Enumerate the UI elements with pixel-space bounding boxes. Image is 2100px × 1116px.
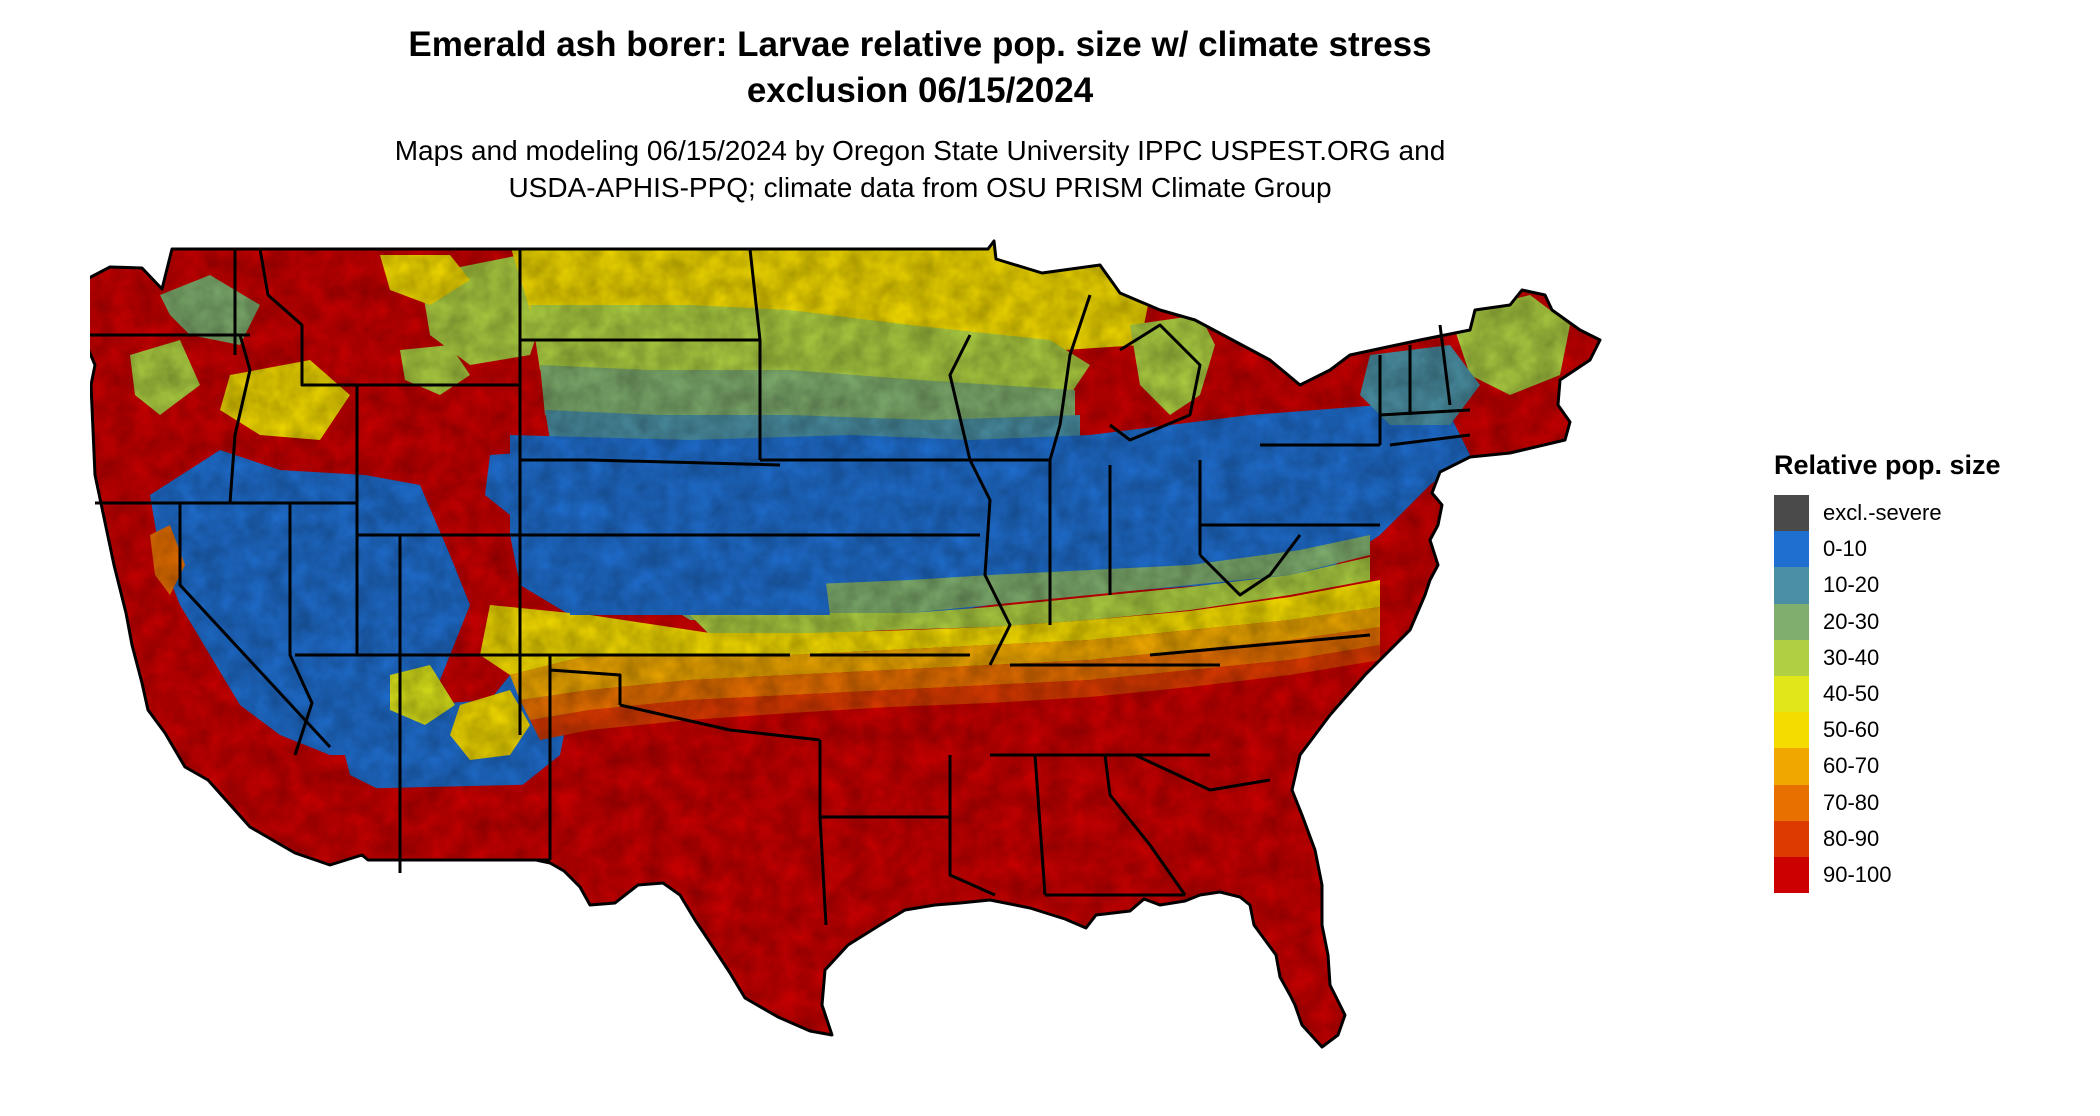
- border-va-nc: [1149, 633, 1371, 657]
- legend-swatch: [1774, 748, 1809, 785]
- suitability-raster: [90, 241, 1600, 1047]
- border-ga-east: [1103, 754, 1187, 896]
- legend-label: 70-80: [1823, 789, 1880, 815]
- legend-title: Relative pop. size: [1774, 450, 2001, 480]
- legend-swatch: [1774, 712, 1809, 749]
- legend-item: 70-80: [1774, 784, 2074, 821]
- border-ct-ri: [1389, 433, 1471, 447]
- border-ma-south: [1379, 408, 1471, 417]
- map-title-line-1: Emerald ash borer: Larvae relative pop. …: [408, 25, 1432, 64]
- legend-item: 80-90: [1774, 820, 2074, 857]
- legend-swatch: [1774, 820, 1809, 857]
- title-block: Emerald ash borer: Larvae relative pop. …: [300, 22, 1540, 206]
- legend-swatch: [1774, 567, 1809, 604]
- legend-label: 50-60: [1823, 717, 1880, 743]
- border-sd-ne: [520, 458, 781, 467]
- border-id-west: [228, 334, 252, 504]
- border-al-ga: [1033, 754, 1047, 896]
- border-ok-panhandle: [549, 668, 622, 705]
- border-ok-tx: [619, 703, 821, 742]
- legend-items: excl.-severe 0-10 10-20 20-30 30-40 40-50 50-6…: [1774, 495, 2074, 894]
- legend-item: 20-30: [1774, 603, 2074, 640]
- legend-label: 30-40: [1823, 644, 1880, 670]
- legend-item: 0-10: [1774, 531, 2074, 568]
- legend-swatch: [1774, 856, 1809, 894]
- legend: Relative pop. size excl.-severe 0-10 10-20…: [1774, 450, 2074, 894]
- border-ms-la: [948, 755, 996, 897]
- map-subtitle-line-1: Maps and modeling 06/15/2024 by Oregon S…: [394, 135, 1446, 166]
- border-mo-east: [968, 459, 1012, 666]
- legend-label: excl.-severe: [1823, 500, 1942, 526]
- legend-label: 20-30: [1823, 608, 1880, 634]
- border-mn-wi: [948, 334, 972, 461]
- border-wv-va: [1198, 534, 1302, 597]
- map-title: Emerald ash borer: Larvae relative pop. …: [300, 22, 1540, 114]
- legend-label: 40-50: [1823, 681, 1880, 707]
- border-id-mt: [258, 248, 357, 387]
- legend-swatch: [1774, 531, 1809, 568]
- legend-item: 40-50: [1774, 675, 2074, 713]
- texture-overlay: [90, 241, 1600, 1047]
- legend-swatch: [1774, 675, 1809, 713]
- legend-item: 90-100: [1774, 856, 2074, 894]
- map-title-line-2: exclusion 06/15/2024: [746, 71, 1094, 110]
- legend-swatch: [1774, 495, 1809, 532]
- state-borders: [90, 239, 1602, 1049]
- legend-item: 60-70: [1774, 748, 2074, 785]
- border-nd-mn: [748, 248, 762, 460]
- legend-item: excl.-severe: [1774, 495, 2074, 532]
- legend-item: 10-20: [1774, 567, 2074, 604]
- legend-label: 90-100: [1823, 861, 1892, 887]
- legend-label: 10-20: [1823, 572, 1880, 598]
- map-subtitle: Maps and modeling 06/15/2024 by Oregon S…: [300, 132, 1540, 206]
- border-nv-ut-az: [288, 503, 314, 756]
- border-lake-michigan-west: [1048, 294, 1092, 461]
- legend-item: 50-60: [1774, 712, 2074, 749]
- legend-swatch: [1774, 784, 1809, 821]
- legend-swatch: [1774, 639, 1809, 676]
- legend-item: 30-40: [1774, 639, 2074, 676]
- border-nc-sc: [1134, 753, 1271, 792]
- border-michigan-peninsula: [1109, 323, 1202, 442]
- legend-label: 60-70: [1823, 753, 1880, 779]
- legend-label: 80-90: [1823, 825, 1880, 851]
- legend-swatch: [1774, 603, 1809, 640]
- border-la-tx: [818, 816, 828, 926]
- border-nh-me: [1438, 324, 1452, 406]
- legend-label: 0-10: [1823, 536, 1868, 562]
- us-map: [90, 239, 1602, 1049]
- map-subtitle-line-2: USDA-APHIS-PPQ; climate data from OSU PR…: [508, 172, 1332, 203]
- border-ca-nv: [178, 503, 332, 749]
